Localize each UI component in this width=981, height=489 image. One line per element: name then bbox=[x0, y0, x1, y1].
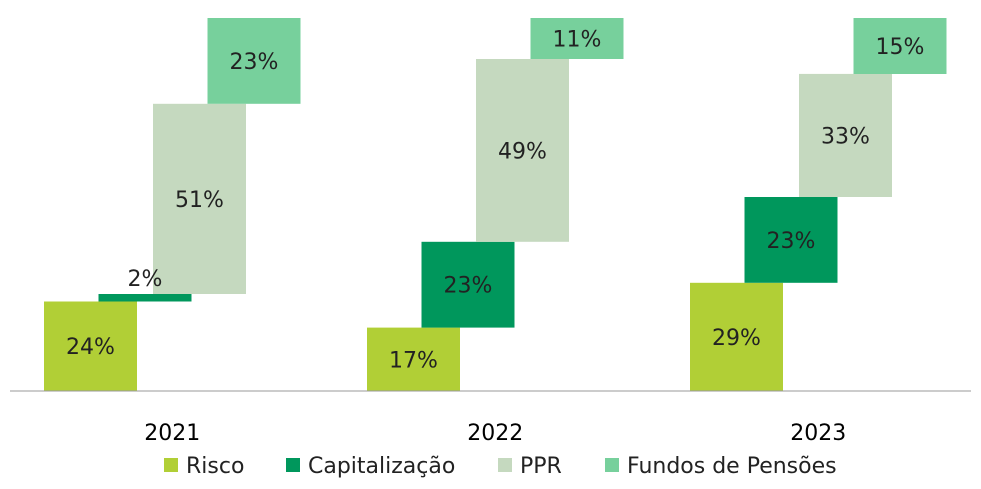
bar-2022-capitaliza-o bbox=[421, 241, 515, 328]
legend-label: Fundos de Pensões bbox=[627, 454, 837, 479]
bar-2022-risco bbox=[367, 327, 460, 391]
bar-2023-risco bbox=[690, 282, 783, 391]
bars-group bbox=[44, 18, 947, 391]
x-tick-label-2021: 2021 bbox=[144, 421, 200, 446]
legend-item-ppr: PPR bbox=[498, 454, 562, 479]
legend-label: PPR bbox=[520, 454, 562, 479]
x-tick-label-2022: 2022 bbox=[467, 421, 523, 446]
bar-2023-fundos-de-pens-es bbox=[853, 18, 947, 74]
data-label-2023-3: 15% bbox=[876, 35, 925, 60]
data-label-2023-0: 29% bbox=[712, 326, 761, 351]
segment-labels-group: 24% 2% 51% 23% 17% 23% 49% 11% 29% 23% 33% 15% bbox=[66, 28, 924, 374]
data-label-2022-0: 17% bbox=[389, 348, 438, 373]
bar-2021-ppr bbox=[153, 103, 246, 294]
legend-item-capitaliza-o: Capitalização bbox=[286, 454, 455, 479]
legend-swatch bbox=[605, 458, 619, 472]
bar-2023-capitaliza-o bbox=[744, 197, 838, 283]
data-label-2023-2: 33% bbox=[821, 125, 870, 150]
data-label-2021-3: 23% bbox=[230, 50, 279, 75]
legend-swatch bbox=[164, 458, 178, 472]
bar-2021-risco bbox=[44, 301, 137, 391]
x-axis-labels-group: 2021 2022 2023 bbox=[144, 421, 846, 446]
legend-label: Capitalização bbox=[308, 454, 455, 479]
legend-swatch bbox=[286, 458, 300, 472]
data-label-2021-0: 24% bbox=[66, 335, 115, 360]
bar-2023-ppr bbox=[799, 73, 892, 197]
legend-item-risco: Risco bbox=[164, 454, 244, 479]
data-label-2023-1: 23% bbox=[767, 229, 816, 254]
legend-swatch bbox=[498, 458, 512, 472]
data-label-2022-1: 23% bbox=[444, 274, 493, 299]
data-label-2021-2: 51% bbox=[175, 188, 224, 213]
legend: Risco Capitalização PPR Fundos de Pensões bbox=[164, 454, 837, 479]
data-label-2022-2: 49% bbox=[498, 139, 547, 164]
bar-2021-capitaliza-o bbox=[98, 294, 192, 302]
legend-label: Risco bbox=[186, 454, 244, 479]
bar-2021-fundos-de-pens-es bbox=[207, 18, 301, 104]
data-label-2022-3: 11% bbox=[553, 28, 602, 53]
data-label-2021-1: 2% bbox=[128, 267, 163, 292]
x-tick-label-2023: 2023 bbox=[790, 421, 846, 446]
legend-item-fundos-de-pens-es: Fundos de Pensões bbox=[605, 454, 837, 479]
bar-2022-fundos-de-pens-es bbox=[530, 18, 624, 59]
bar-2022-ppr bbox=[476, 59, 569, 242]
